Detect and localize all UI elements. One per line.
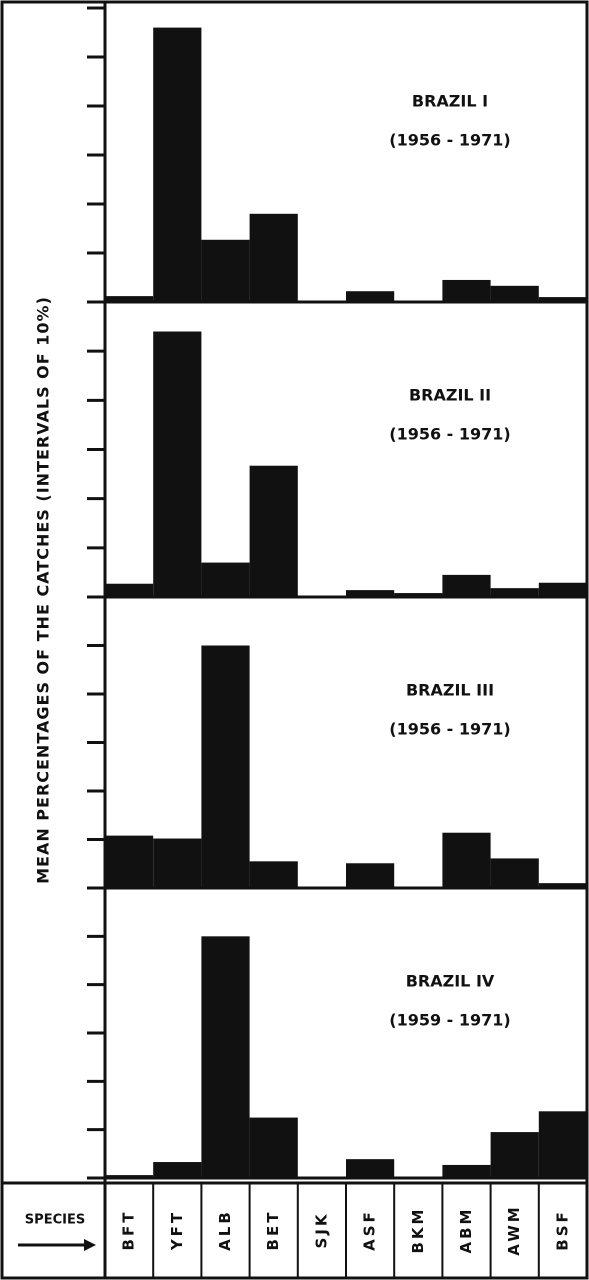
- bar: [346, 863, 395, 888]
- panel-subtitle: (1956 - 1971): [389, 131, 510, 150]
- x-axis-label: SPECIES: [25, 1213, 85, 1228]
- x-tick-label: ALB: [216, 1209, 234, 1251]
- panel-title: BRAZIL IV: [406, 972, 495, 991]
- bar: [201, 239, 250, 302]
- bar: [201, 936, 250, 1178]
- x-tick-label: BKM: [409, 1207, 427, 1254]
- panel-title: BRAZIL III: [406, 681, 494, 700]
- x-tick-label: BSF: [553, 1209, 571, 1250]
- x-tick-label: BET: [264, 1210, 282, 1251]
- x-tick-label: SJK: [312, 1211, 330, 1248]
- bar: [538, 883, 587, 888]
- bar: [249, 465, 298, 597]
- bar: [394, 593, 443, 597]
- bar: [249, 213, 298, 302]
- bar: [105, 296, 154, 302]
- bar: [153, 27, 202, 302]
- bar: [490, 588, 539, 597]
- x-tick-label: ASF: [361, 1209, 379, 1251]
- bar: [346, 291, 395, 302]
- bar: [346, 590, 395, 597]
- bar: [201, 645, 250, 888]
- bar: [538, 1111, 587, 1178]
- x-tick-label: ABM: [457, 1207, 475, 1254]
- x-tick-label: AWM: [505, 1204, 523, 1255]
- bar: [153, 838, 202, 888]
- bar: [442, 279, 491, 302]
- bar: [442, 574, 491, 597]
- panel-subtitle: (1959 - 1971): [389, 1011, 510, 1030]
- bar: [442, 1164, 491, 1178]
- bar: [346, 1159, 395, 1178]
- bar: [153, 1162, 202, 1178]
- panel-subtitle: (1956 - 1971): [389, 425, 510, 444]
- bar: [201, 562, 250, 597]
- x-tick-label: YFT: [168, 1210, 186, 1251]
- bar: [490, 858, 539, 888]
- panel-title: BRAZIL I: [412, 92, 488, 111]
- bar: [490, 1132, 539, 1178]
- bar: [105, 835, 154, 888]
- bar: [105, 583, 154, 597]
- y-axis-label: MEAN PERCENTAGES OF THE CATCHES (INTERVA…: [34, 296, 53, 884]
- x-tick-label: BFT: [120, 1210, 138, 1251]
- bar: [249, 861, 298, 888]
- bar: [153, 331, 202, 597]
- panel-title: BRAZIL II: [409, 386, 491, 405]
- bar: [538, 582, 587, 597]
- bar: [538, 297, 587, 302]
- panel-subtitle: (1956 - 1971): [389, 720, 510, 739]
- bar: [442, 832, 491, 888]
- arrow-head: [84, 1239, 96, 1251]
- bar: [249, 1117, 298, 1178]
- bar: [490, 285, 539, 302]
